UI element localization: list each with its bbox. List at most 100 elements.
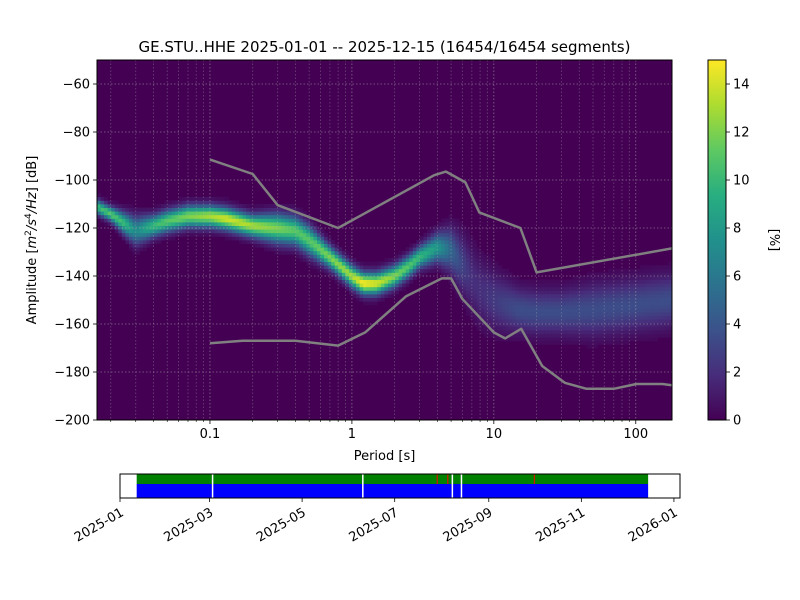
heatmap-cell (302, 214, 307, 219)
heatmap-cell (494, 297, 499, 302)
heatmap-cell (306, 222, 311, 226)
heatmap-cell (444, 250, 449, 255)
heatmap-cell (313, 236, 318, 241)
heatmap-cell (579, 297, 584, 302)
heatmap-cell (476, 279, 481, 284)
heatmap-cell (604, 337, 609, 342)
heatmap-cell (611, 330, 616, 334)
heatmap-cell (317, 236, 321, 241)
heatmap-cell (178, 204, 183, 208)
heatmap-cell (228, 200, 233, 205)
heatmap-cell (629, 283, 634, 288)
heatmap-cell (583, 322, 588, 327)
heatmap-cell (494, 322, 499, 327)
heatmap-cell (615, 286, 620, 291)
heatmap-cell (664, 322, 669, 327)
heatmap-cell (253, 232, 258, 237)
heatmap-cell (299, 236, 304, 241)
heatmap-cell (334, 265, 339, 270)
heatmap-cell (487, 286, 492, 291)
heatmap-cell (639, 326, 644, 331)
heatmap-cell (292, 236, 297, 241)
heatmap-cell (455, 261, 460, 266)
heatmap-cell (625, 312, 630, 316)
heatmap-cell (537, 290, 541, 295)
heatmap-cell (221, 232, 226, 237)
heatmap-cell (157, 232, 162, 237)
heatmap-cell (625, 330, 630, 334)
heatmap-cell (607, 268, 612, 273)
heatmap-cell (629, 308, 634, 313)
heatmap-cell (462, 236, 467, 241)
heatmap-cell (650, 297, 655, 302)
heatmap-cell (664, 283, 669, 288)
heatmap-cell (629, 294, 634, 298)
heatmap-cell (611, 297, 616, 302)
heatmap-cell (256, 214, 261, 219)
heatmap-cell (497, 326, 502, 331)
heatmap-cell (629, 330, 634, 334)
heatmap-cell (366, 265, 371, 270)
heatmap-cell (664, 286, 669, 291)
heatmap-cell (615, 330, 620, 334)
heatmap-cell (231, 211, 236, 216)
heatmap-cell (295, 250, 300, 255)
heatmap-cell (441, 243, 446, 248)
heatmap-cell (192, 229, 197, 234)
heatmap-cell (192, 225, 197, 230)
heatmap-cell (622, 319, 627, 324)
heatmap-cell (111, 204, 116, 208)
heatmap-cell (607, 337, 612, 342)
heatmap-cell (309, 240, 314, 244)
heatmap-cell (622, 297, 627, 302)
heatmap-cell (597, 319, 602, 324)
heatmap-cell (547, 312, 552, 316)
timeline-tick-label: 2025-07 (347, 505, 402, 545)
heatmap-cell (554, 294, 559, 298)
heatmap-cell (458, 225, 463, 230)
heatmap-cell (380, 265, 385, 270)
heatmap-cell (125, 222, 130, 226)
heatmap-cell (469, 294, 474, 298)
heatmap-cell (501, 268, 506, 273)
heatmap-cell (274, 236, 279, 241)
heatmap-cell (224, 196, 229, 201)
heatmap-cell (270, 214, 275, 219)
heatmap-cell (267, 243, 272, 248)
heatmap-cell (544, 333, 549, 338)
heatmap-cell (458, 279, 463, 284)
heatmap-cell (540, 315, 545, 320)
heatmap-cell (590, 276, 595, 280)
heatmap-cell (537, 294, 541, 298)
heatmap-cell (604, 290, 609, 295)
heatmap-cell (668, 333, 672, 338)
colorbar-tick-label: 6 (733, 270, 741, 285)
heatmap-cell (451, 232, 456, 237)
heatmap-cell (356, 297, 360, 302)
heatmap-cell (458, 254, 463, 259)
heatmap-cell (434, 268, 439, 273)
heatmap-cell (469, 243, 474, 248)
heatmap-cell (132, 225, 137, 230)
heatmap-cell (583, 304, 588, 309)
heatmap-cell (568, 294, 573, 298)
heatmap-cell (118, 211, 123, 216)
heatmap-cell (629, 290, 634, 295)
heatmap-cell (317, 254, 321, 259)
heatmap-cell (501, 304, 506, 309)
heatmap-cell (537, 308, 541, 313)
heatmap-cell (405, 258, 410, 262)
heatmap-cell (253, 214, 258, 219)
heatmap-cell (519, 312, 524, 316)
heatmap-cell (416, 254, 421, 259)
noise-model-lines (209, 158, 672, 391)
heatmap-cell (238, 207, 243, 212)
heatmap-cell (419, 236, 424, 241)
heatmap-cell (558, 301, 563, 306)
heatmap-cell (455, 294, 460, 298)
heatmap-cell (529, 337, 534, 342)
heatmap-cell (320, 261, 325, 266)
heatmap-cell (441, 250, 446, 255)
heatmap-cell (622, 301, 627, 306)
heatmap-cell (331, 240, 336, 244)
